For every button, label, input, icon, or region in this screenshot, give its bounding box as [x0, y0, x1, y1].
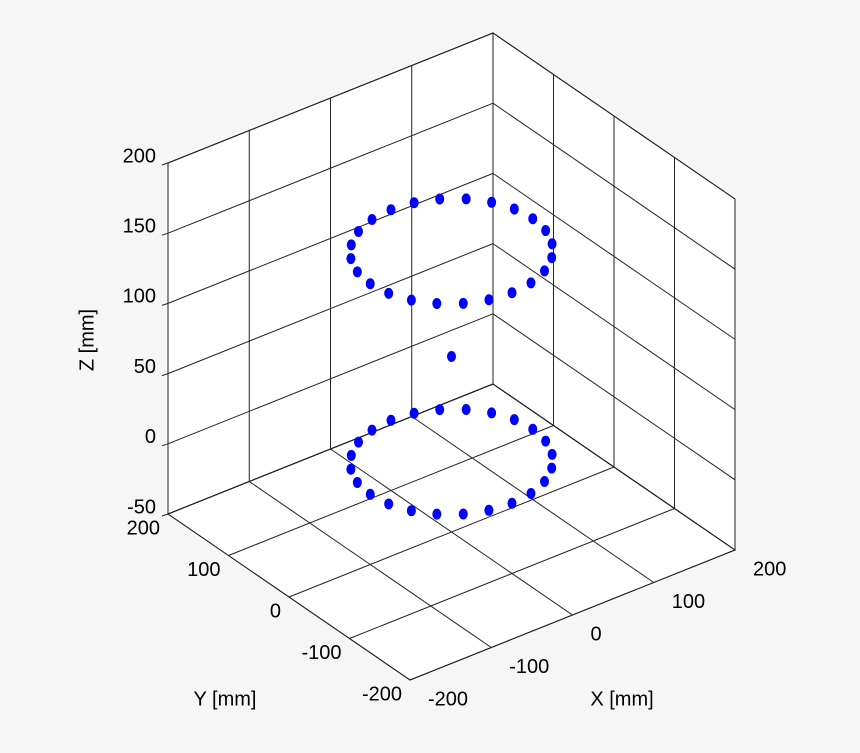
data-point: [484, 504, 494, 516]
z-axis-label: Z [mm]: [76, 309, 98, 371]
data-point: [541, 225, 551, 237]
grid-line: [492, 172, 736, 340]
x-tick-label: -100: [509, 656, 549, 678]
x-tick-label: -200: [428, 688, 468, 710]
data-point: [509, 414, 519, 426]
data-point: [507, 497, 517, 509]
y-tick-label: 100: [187, 559, 220, 581]
x-tick-label: 100: [672, 591, 705, 613]
data-point: [352, 266, 362, 278]
data-point: [541, 435, 551, 447]
grid-line: [409, 549, 736, 681]
grid-line: [288, 466, 615, 598]
tick-mark: [161, 373, 169, 377]
data-point: [406, 505, 416, 517]
data-point: [547, 448, 557, 460]
data-point: [458, 508, 468, 520]
data-point: [352, 476, 362, 488]
data-point: [547, 252, 557, 264]
y-tick-label: -200: [362, 683, 402, 705]
grid-line: [167, 243, 494, 375]
data-point: [406, 294, 416, 306]
tick-mark: [161, 162, 169, 166]
data-point: [386, 204, 396, 216]
data-point: [365, 488, 375, 500]
grid-line: [167, 102, 494, 234]
data-point: [384, 498, 394, 510]
z-tick-label: 150: [123, 215, 156, 237]
data-point: [435, 404, 445, 416]
data-point: [528, 213, 538, 225]
tick-mark: [161, 443, 169, 447]
data-point: [461, 193, 471, 205]
data-point: [547, 462, 557, 474]
data-point: [353, 226, 363, 238]
data-point: [346, 253, 356, 265]
data-point: [507, 287, 517, 299]
data-point: [458, 297, 468, 309]
z-tick-label: 50: [134, 356, 156, 378]
grid-line: [349, 508, 675, 639]
data-point: [432, 508, 442, 520]
data-point: [346, 449, 356, 461]
data-point: [346, 239, 356, 251]
y-tick-label: 0: [270, 600, 281, 622]
data-point: [487, 196, 497, 208]
data-point: [365, 278, 375, 290]
grid-line: [492, 313, 736, 481]
data-point: [526, 277, 536, 289]
data-point: [432, 298, 442, 310]
x-tick-label: 0: [591, 623, 602, 645]
data-point: [409, 407, 419, 419]
data-point: [435, 193, 445, 205]
data-point: [487, 407, 497, 419]
data-point: [484, 294, 494, 306]
tick-mark: [161, 513, 169, 517]
grid-line: [492, 383, 736, 551]
data-point: [528, 423, 538, 435]
x-tick-label: 200: [753, 558, 786, 580]
grid-line: [492, 243, 736, 411]
data-point: [409, 197, 419, 209]
z-tick-label: 100: [123, 286, 156, 308]
data-point: [346, 463, 356, 475]
data-point: [447, 351, 456, 362]
grid-line: [167, 32, 494, 164]
y-tick-label: -100: [301, 642, 341, 664]
data-point: [540, 475, 550, 487]
y-axis-label: Y [mm]: [194, 688, 257, 710]
grid-line: [167, 313, 494, 445]
z-tick-label: -50: [127, 496, 156, 518]
grid-line: [228, 425, 554, 556]
data-point: [526, 487, 536, 499]
z-tick-label: 0: [145, 426, 156, 448]
x-axis-label: X [mm]: [590, 688, 653, 710]
data-point: [540, 265, 550, 277]
y-tick-label: 200: [127, 517, 160, 539]
tick-mark: [161, 232, 169, 236]
z-tick-label: 200: [123, 145, 156, 167]
data-point: [461, 403, 471, 415]
tick-mark: [161, 302, 169, 306]
data-point: [547, 238, 557, 250]
data-point: [386, 414, 396, 426]
data-point: [353, 436, 363, 448]
data-point: [384, 287, 394, 299]
data-point: [367, 214, 377, 226]
data-point: [509, 203, 519, 215]
grid-line: [492, 32, 736, 200]
grid-line: [492, 102, 736, 270]
data-point: [367, 424, 377, 436]
